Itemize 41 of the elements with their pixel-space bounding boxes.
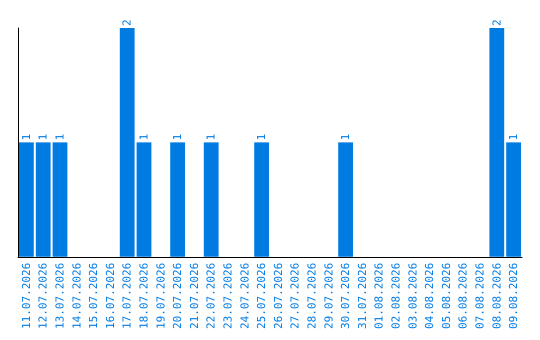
x-tick-label: 06.08.2026	[456, 262, 470, 330]
x-tick-label: 18.07.2026	[138, 262, 150, 330]
x-tick-label: 07.08.2026	[474, 262, 486, 330]
x-tick-label: 11.07.2026	[20, 262, 33, 330]
data-label: 1	[54, 134, 66, 140]
x-tick-label: 01.08.2026	[372, 262, 386, 330]
x-tick-label: 20.07.2026	[171, 262, 184, 330]
data-label: 1	[138, 134, 150, 140]
x-tick-label: 29.07.2026	[322, 262, 336, 330]
x-tick-label: 27.07.2026	[288, 262, 302, 330]
data-label: 1	[204, 134, 218, 140]
data-label: 2	[490, 19, 504, 26]
data-label: 1	[36, 134, 50, 140]
data-label: 2	[120, 19, 134, 26]
data-label: 1	[255, 134, 268, 140]
data-label: 1	[171, 134, 184, 140]
x-tick-label: 12.07.2026	[36, 262, 50, 330]
x-tick-label: 25.07.2026	[255, 262, 268, 330]
data-label: 1	[20, 134, 33, 140]
x-tick-label: 14.07.2026	[70, 262, 84, 330]
x-tick-label: 26.07.2026	[272, 262, 285, 330]
x-tick-label: 22.07.2026	[204, 262, 218, 330]
x-tick-label: 24.07.2026	[238, 262, 252, 330]
x-tick-label: 31.07.2026	[356, 262, 369, 330]
x-tick-label: 16.07.2026	[104, 262, 117, 330]
x-tick-label: 05.08.2026	[440, 262, 453, 330]
data-label: 1	[339, 134, 352, 140]
data-label: 1	[507, 134, 520, 140]
x-tick-label: 03.08.2026	[406, 262, 420, 330]
x-tick-label: 23.07.2026	[222, 262, 234, 330]
x-tick-label: 13.07.2026	[54, 262, 66, 330]
x-tick-label: 09.08.2026	[507, 262, 520, 330]
x-tick-label: 19.07.2026	[154, 262, 168, 330]
x-tick-label: 04.08.2026	[423, 262, 436, 330]
x-tick-label: 15.07.2026	[87, 262, 100, 330]
x-tick-label: 02.08.2026	[390, 262, 402, 330]
x-tick-label: 28.07.2026	[306, 262, 318, 330]
x-tick-label: 21.07.2026	[188, 262, 201, 330]
x-tick-label: 17.07.2026	[120, 262, 134, 330]
x-tick-label: 30.07.2026	[339, 262, 352, 330]
x-tick-label: 08.08.2026	[490, 262, 504, 330]
